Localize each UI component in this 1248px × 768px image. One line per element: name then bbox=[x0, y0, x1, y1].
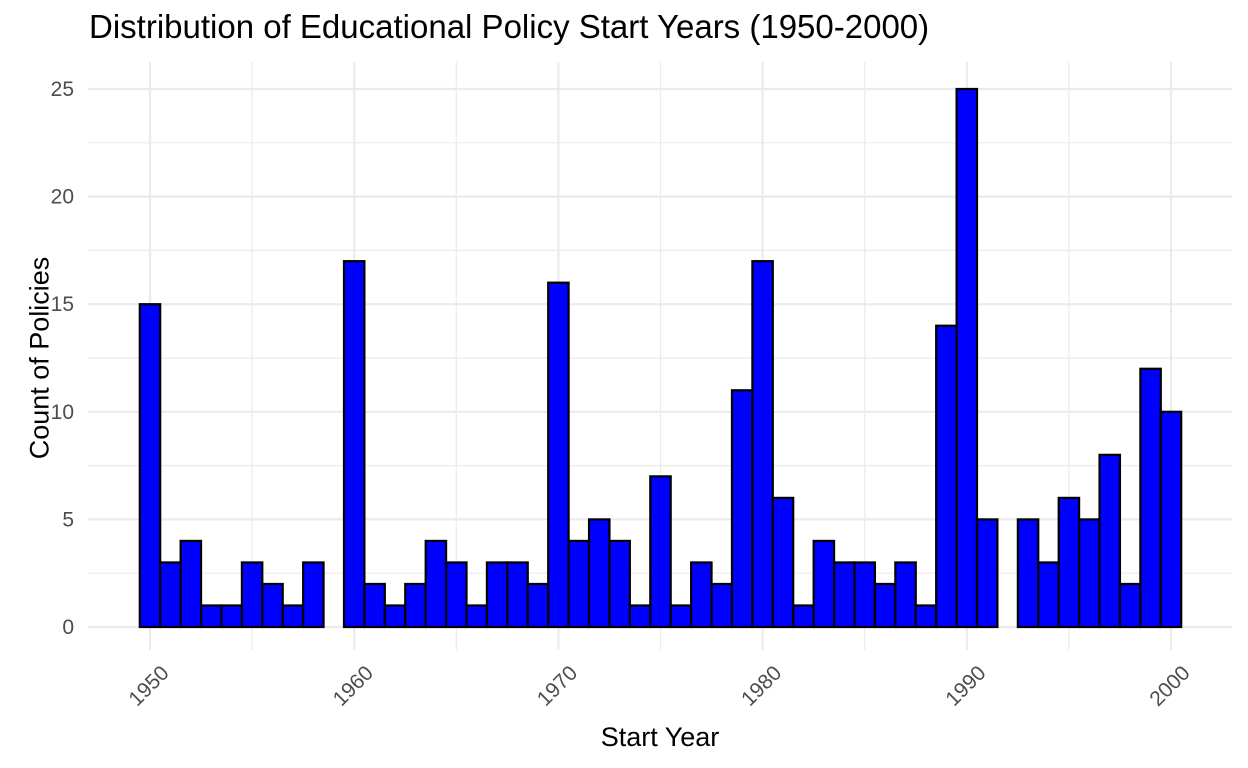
histogram-bar bbox=[894, 561, 917, 629]
histogram-bar bbox=[608, 539, 631, 629]
histogram-bar bbox=[138, 303, 162, 629]
histogram-bar bbox=[220, 604, 243, 629]
histogram-bar bbox=[1139, 367, 1162, 629]
histogram-bar bbox=[383, 604, 407, 629]
histogram-bar bbox=[363, 582, 386, 629]
histogram-bar bbox=[975, 518, 999, 629]
y-tick-labels: 0 5 10 15 20 25 bbox=[51, 78, 74, 639]
histogram-bar bbox=[649, 475, 672, 629]
histogram-bar bbox=[792, 604, 815, 629]
y-tick-label: 25 bbox=[51, 78, 74, 101]
histogram-bar bbox=[404, 582, 427, 629]
histogram-bar bbox=[955, 87, 979, 629]
histogram-bar bbox=[1078, 518, 1101, 629]
histogram-bar bbox=[832, 561, 856, 629]
x-tick-label: 2000 bbox=[1145, 661, 1194, 710]
histogram-bar bbox=[179, 539, 203, 629]
histogram-bar bbox=[240, 561, 264, 629]
histogram-bar bbox=[914, 604, 938, 629]
histogram-bar bbox=[159, 561, 182, 629]
histogram-bar bbox=[587, 518, 611, 629]
bars-layer bbox=[138, 87, 1183, 629]
histogram-bar bbox=[465, 604, 489, 629]
y-tick-label: 0 bbox=[62, 616, 74, 639]
histogram-bar bbox=[873, 582, 897, 629]
histogram-bar bbox=[1159, 410, 1183, 629]
histogram-bar bbox=[526, 582, 550, 629]
histogram-bar bbox=[302, 561, 325, 629]
histogram-bar bbox=[424, 539, 448, 629]
histogram-bar bbox=[1118, 582, 1142, 629]
x-axis-title: Start Year bbox=[600, 722, 720, 752]
x-tick-label: 1970 bbox=[533, 661, 582, 710]
histogram-bar bbox=[445, 561, 468, 629]
histogram-bar bbox=[1098, 453, 1122, 629]
x-tick-label: 1990 bbox=[941, 661, 990, 710]
histogram-bar bbox=[812, 539, 836, 629]
histogram-bar bbox=[751, 260, 774, 629]
x-tick-label: 1960 bbox=[329, 661, 378, 710]
y-axis-title: Count of Policies bbox=[24, 256, 55, 460]
y-tick-label: 15 bbox=[51, 293, 74, 316]
histogram-bar bbox=[669, 604, 693, 629]
histogram-bar bbox=[730, 389, 754, 629]
histogram-bar bbox=[771, 496, 795, 629]
histogram-bar bbox=[506, 561, 529, 629]
x-tick-label: 1950 bbox=[124, 661, 173, 710]
histogram-bar bbox=[935, 324, 958, 629]
histogram-bar bbox=[567, 539, 591, 629]
histogram-bar bbox=[281, 604, 305, 629]
x-tick-labels: 1950 1960 1970 1980 1990 2000 bbox=[124, 661, 1194, 710]
histogram-bar bbox=[342, 260, 366, 629]
histogram-bar bbox=[853, 561, 876, 629]
histogram-bar bbox=[261, 582, 284, 629]
histogram-bar bbox=[199, 604, 223, 629]
histogram-bar bbox=[1016, 518, 1040, 629]
histogram-bar bbox=[1037, 561, 1060, 629]
histogram-bar bbox=[485, 561, 509, 629]
histogram-bar bbox=[1057, 496, 1081, 629]
y-tick-label: 20 bbox=[51, 186, 74, 209]
chart-title: Distribution of Educational Policy Start… bbox=[89, 8, 930, 45]
x-tick-label: 1980 bbox=[737, 661, 786, 710]
y-tick-label: 5 bbox=[62, 508, 74, 531]
histogram-bar bbox=[690, 561, 713, 629]
histogram-bar bbox=[710, 582, 734, 629]
y-tick-label: 10 bbox=[51, 401, 74, 424]
histogram-bar bbox=[628, 604, 652, 629]
histogram-bar bbox=[547, 281, 570, 629]
